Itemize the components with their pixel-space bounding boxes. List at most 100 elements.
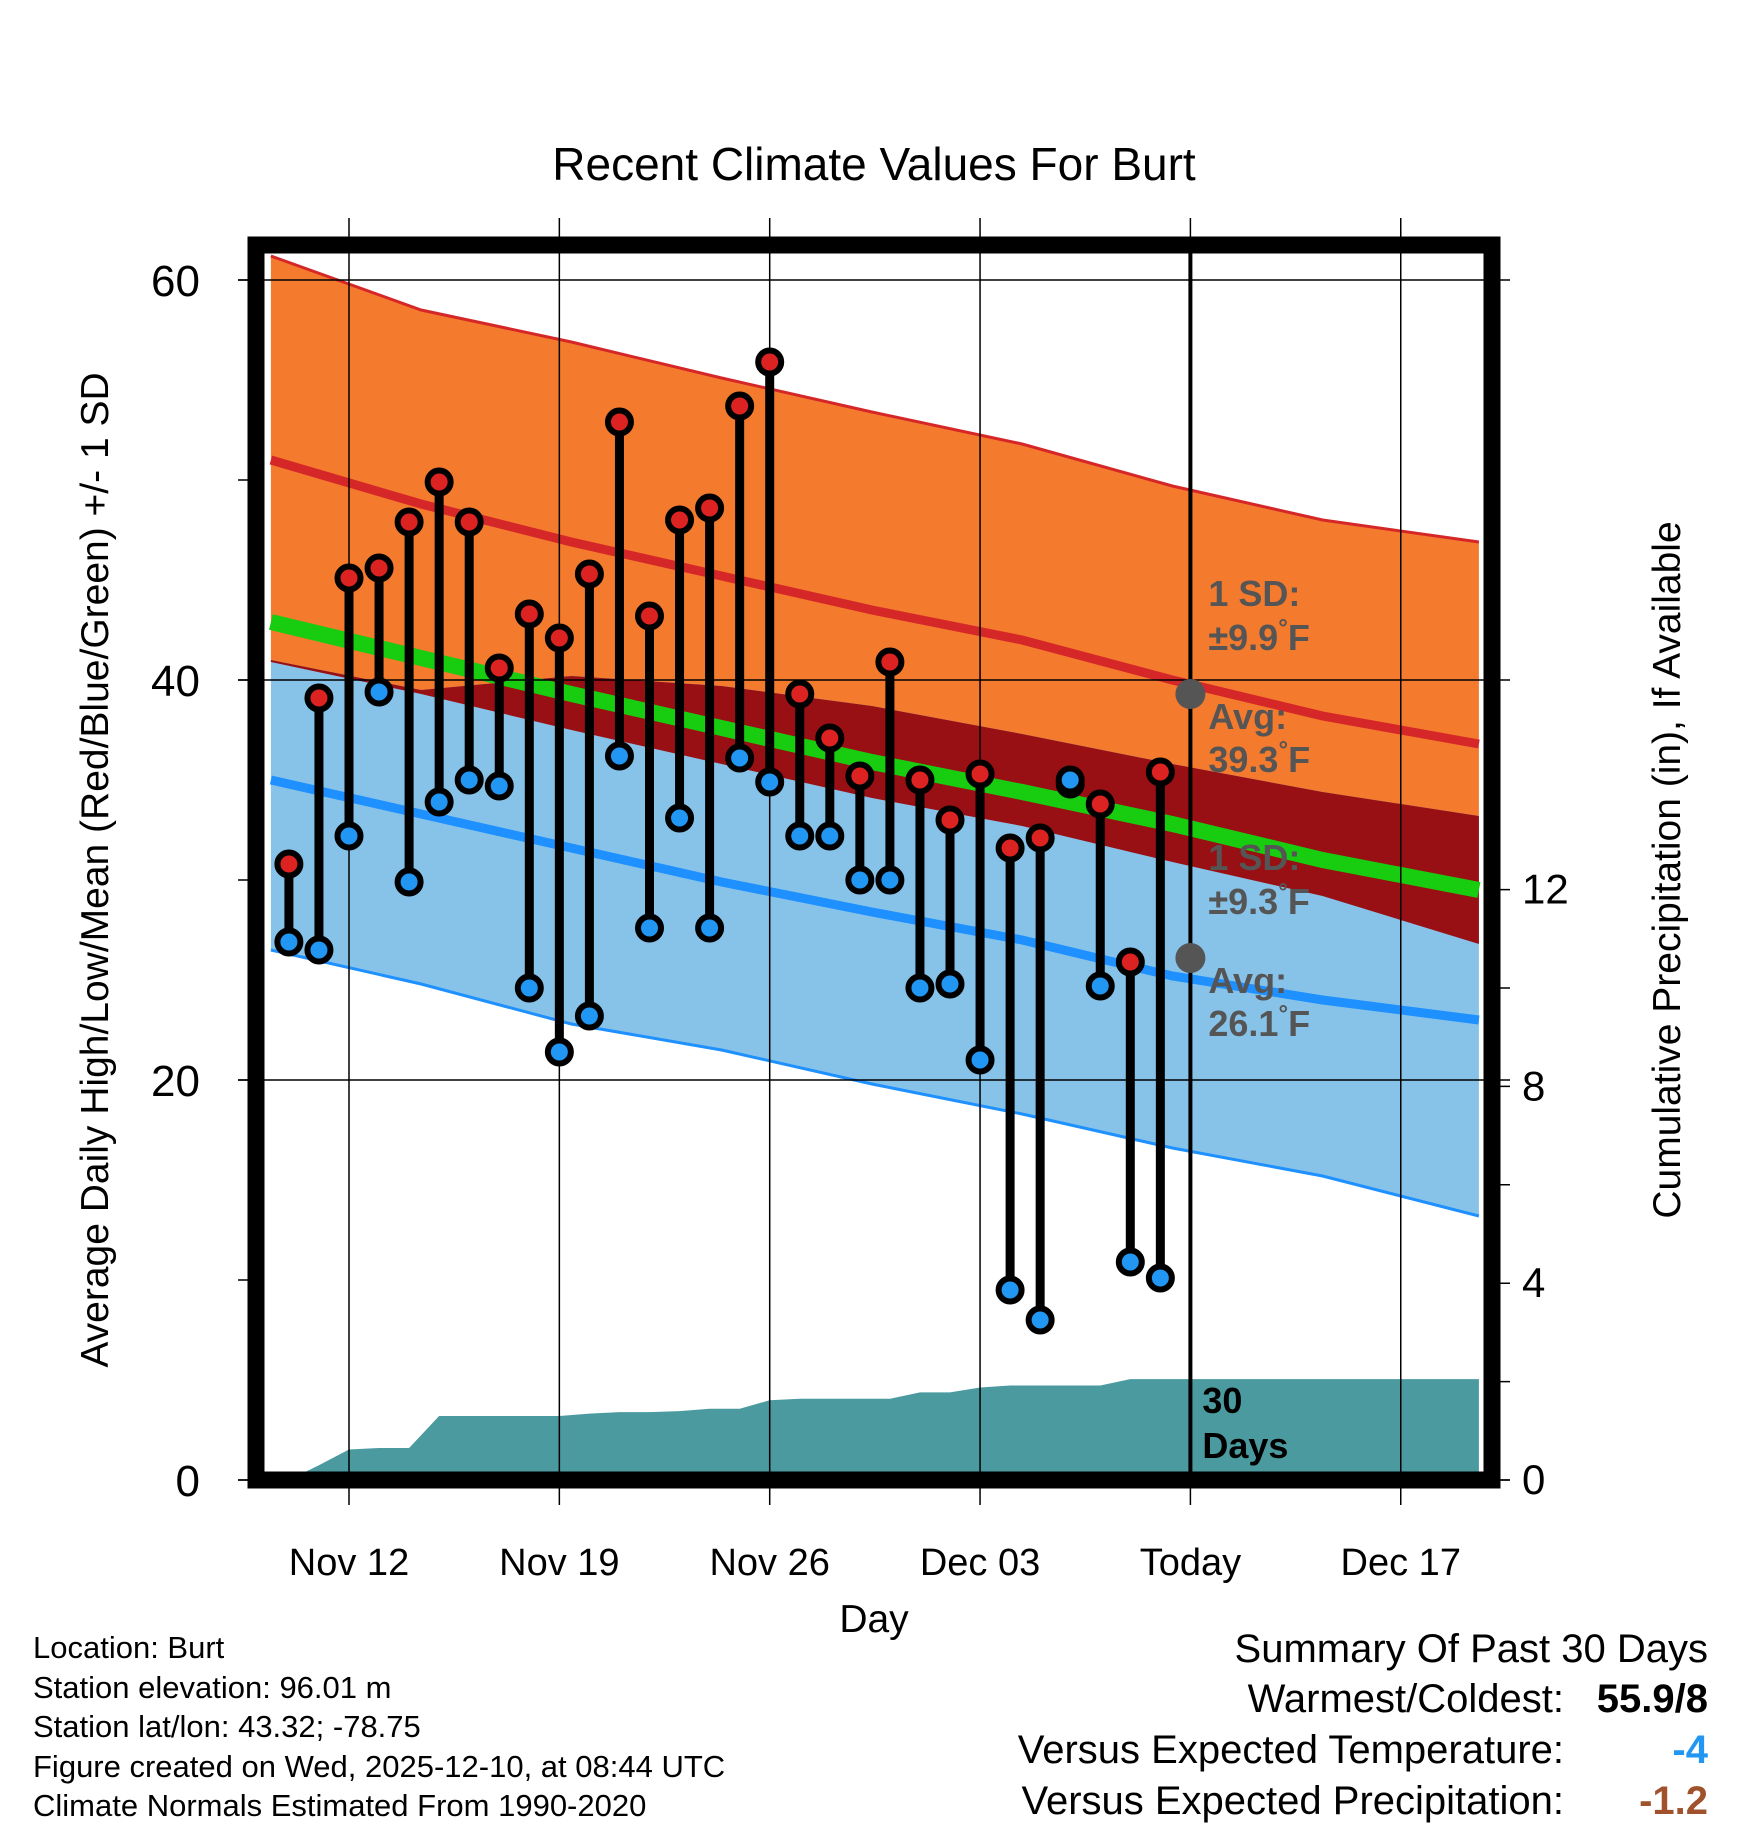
daily-low-point <box>845 865 875 895</box>
unit-degree: ° <box>1278 615 1288 642</box>
warmest-coldest-value: 55.9/8 <box>1596 1677 1708 1721</box>
daily-low-point <box>935 969 965 999</box>
daily-high-point <box>1145 757 1175 787</box>
daily-high-point <box>965 759 995 789</box>
daily-low-point <box>665 803 695 833</box>
x-tick-label: Nov 19 <box>499 1542 619 1584</box>
precip-departure-row: Versus Expected Precipitation: -1.2 <box>1018 1776 1708 1827</box>
daily-high-point <box>1025 823 1055 853</box>
plot-frame <box>247 236 1501 1489</box>
unit-letter: F <box>1288 1003 1310 1044</box>
temp-departure-label: Versus Expected Temperature: <box>1017 1728 1564 1772</box>
daily-low-point <box>725 743 755 773</box>
daily-high-point <box>785 679 815 709</box>
y2-tick-label: 8 <box>1522 1062 1545 1109</box>
daily-low-point <box>1085 971 1115 1001</box>
daily-low-point <box>514 973 544 1003</box>
daily-low-point <box>574 1001 604 1031</box>
y-tick-label: 40 <box>151 657 200 706</box>
y2-axis-label: Cumulative Precipitation (in), If Availa… <box>1646 521 1689 1218</box>
daily-low-point <box>274 927 304 957</box>
chart-title: Recent Climate Values For Burt <box>552 138 1196 190</box>
warmest-coldest-label: Warmest/Coldest: <box>1247 1677 1564 1721</box>
daily-low-point <box>334 821 364 851</box>
daily-high-point <box>665 505 695 535</box>
daily-high-point <box>574 559 604 589</box>
x-tick-label: Nov 12 <box>289 1542 409 1584</box>
x-tick-label: Dec 03 <box>920 1542 1040 1584</box>
y2-tick-label: 0 <box>1522 1456 1545 1503</box>
y-tick-label: 20 <box>151 1057 200 1106</box>
y-axis-label: Average Daily High/Low/Mean (Red/Blue/Gr… <box>74 372 117 1367</box>
precip-area <box>270 1379 1479 1480</box>
x-axis-label: Day <box>839 1598 909 1641</box>
annotation-sd-value: ±9.3°F <box>1208 879 1309 922</box>
annotation-sd-label: 1 SD: <box>1208 573 1300 614</box>
precip-departure-value: -1.2 <box>1639 1779 1708 1823</box>
annotation-sd-label: 1 SD: <box>1208 837 1300 878</box>
daily-high-point <box>604 407 634 437</box>
summary-panel: Summary Of Past 30 Days Warmest/Coldest:… <box>1018 1624 1708 1827</box>
daily-low-point <box>755 767 785 797</box>
daily-low-point <box>484 771 514 801</box>
daily-low-point <box>1145 1263 1175 1293</box>
daily-low-point <box>1025 1305 1055 1335</box>
daily-high-point <box>454 507 484 537</box>
low-lower-sd-line <box>270 948 1480 1218</box>
x-tick-label: Nov 26 <box>709 1542 829 1584</box>
created-text: Figure created on Wed, 2025-12-10, at 08… <box>33 1748 726 1784</box>
daily-low-point <box>995 1275 1025 1305</box>
daily-high-point <box>394 507 424 537</box>
unit-degree: ° <box>1278 737 1288 764</box>
daily-low-point <box>695 913 725 943</box>
y2-tick-label: 4 <box>1522 1259 1545 1306</box>
daily-high-point <box>905 765 935 795</box>
normal-avg-marker <box>1175 943 1206 973</box>
y-tick-label: 60 <box>151 257 200 306</box>
annotation-sd-value: ±9.9°F <box>1208 615 1309 658</box>
daily-high-point <box>274 849 304 879</box>
daily-high-point <box>514 599 544 629</box>
unit-letter: F <box>1288 881 1310 922</box>
elevation-text: Station elevation: 96.01 m <box>33 1669 392 1705</box>
daily-high-point <box>845 761 875 791</box>
daily-high-point <box>815 723 845 753</box>
period-label: 30 <box>1202 1380 1242 1421</box>
location-text: Location: Burt <box>33 1630 225 1665</box>
daily-high-point <box>875 647 905 677</box>
normals-text: Climate Normals Estimated From 1990-2020 <box>33 1788 647 1823</box>
daily-low-point <box>635 913 664 943</box>
daily-high-point <box>1085 789 1115 819</box>
y-tick-label: 0 <box>176 1457 200 1506</box>
daily-low-point <box>304 935 334 965</box>
daily-low-point <box>875 865 905 895</box>
unit-degree: ° <box>1278 1001 1288 1028</box>
precip-departure-label: Versus Expected Precipitation: <box>1021 1779 1564 1823</box>
daily-low-point <box>544 1037 574 1067</box>
x-tick-label: Dec 17 <box>1341 1542 1461 1584</box>
daily-high-point <box>635 601 664 631</box>
daily-low-point <box>394 867 424 897</box>
daily-low-point <box>965 1045 995 1075</box>
annotation-avg-value: 39.3°F <box>1208 737 1310 780</box>
daily-low-point <box>604 741 634 771</box>
daily-low-point <box>815 821 845 851</box>
station-info: Location: Burt Station elevation: 96.01 … <box>33 1628 725 1826</box>
annotation-avg-value: 26.1°F <box>1208 1001 1310 1044</box>
mean-band <box>270 660 1479 944</box>
daily-high-point <box>484 653 514 683</box>
daily-high-point <box>544 623 574 653</box>
temp-departure-row: Versus Expected Temperature: -4 <box>1018 1725 1708 1776</box>
daily-high-point <box>334 563 364 593</box>
warmest-coldest-row: Warmest/Coldest: 55.9/8 <box>1018 1674 1708 1725</box>
summary-title: Summary Of Past 30 Days <box>1234 1627 1708 1671</box>
daily-high-point <box>725 391 755 421</box>
annotation-avg-label: Avg: <box>1208 696 1287 737</box>
daily-high-point <box>364 553 394 583</box>
daily-low-point <box>454 765 484 795</box>
y2-tick-label: 12 <box>1522 866 1569 913</box>
daily-low-point <box>424 787 454 817</box>
latlon-text: Station lat/lon: 43.32; -78.75 <box>33 1709 421 1744</box>
